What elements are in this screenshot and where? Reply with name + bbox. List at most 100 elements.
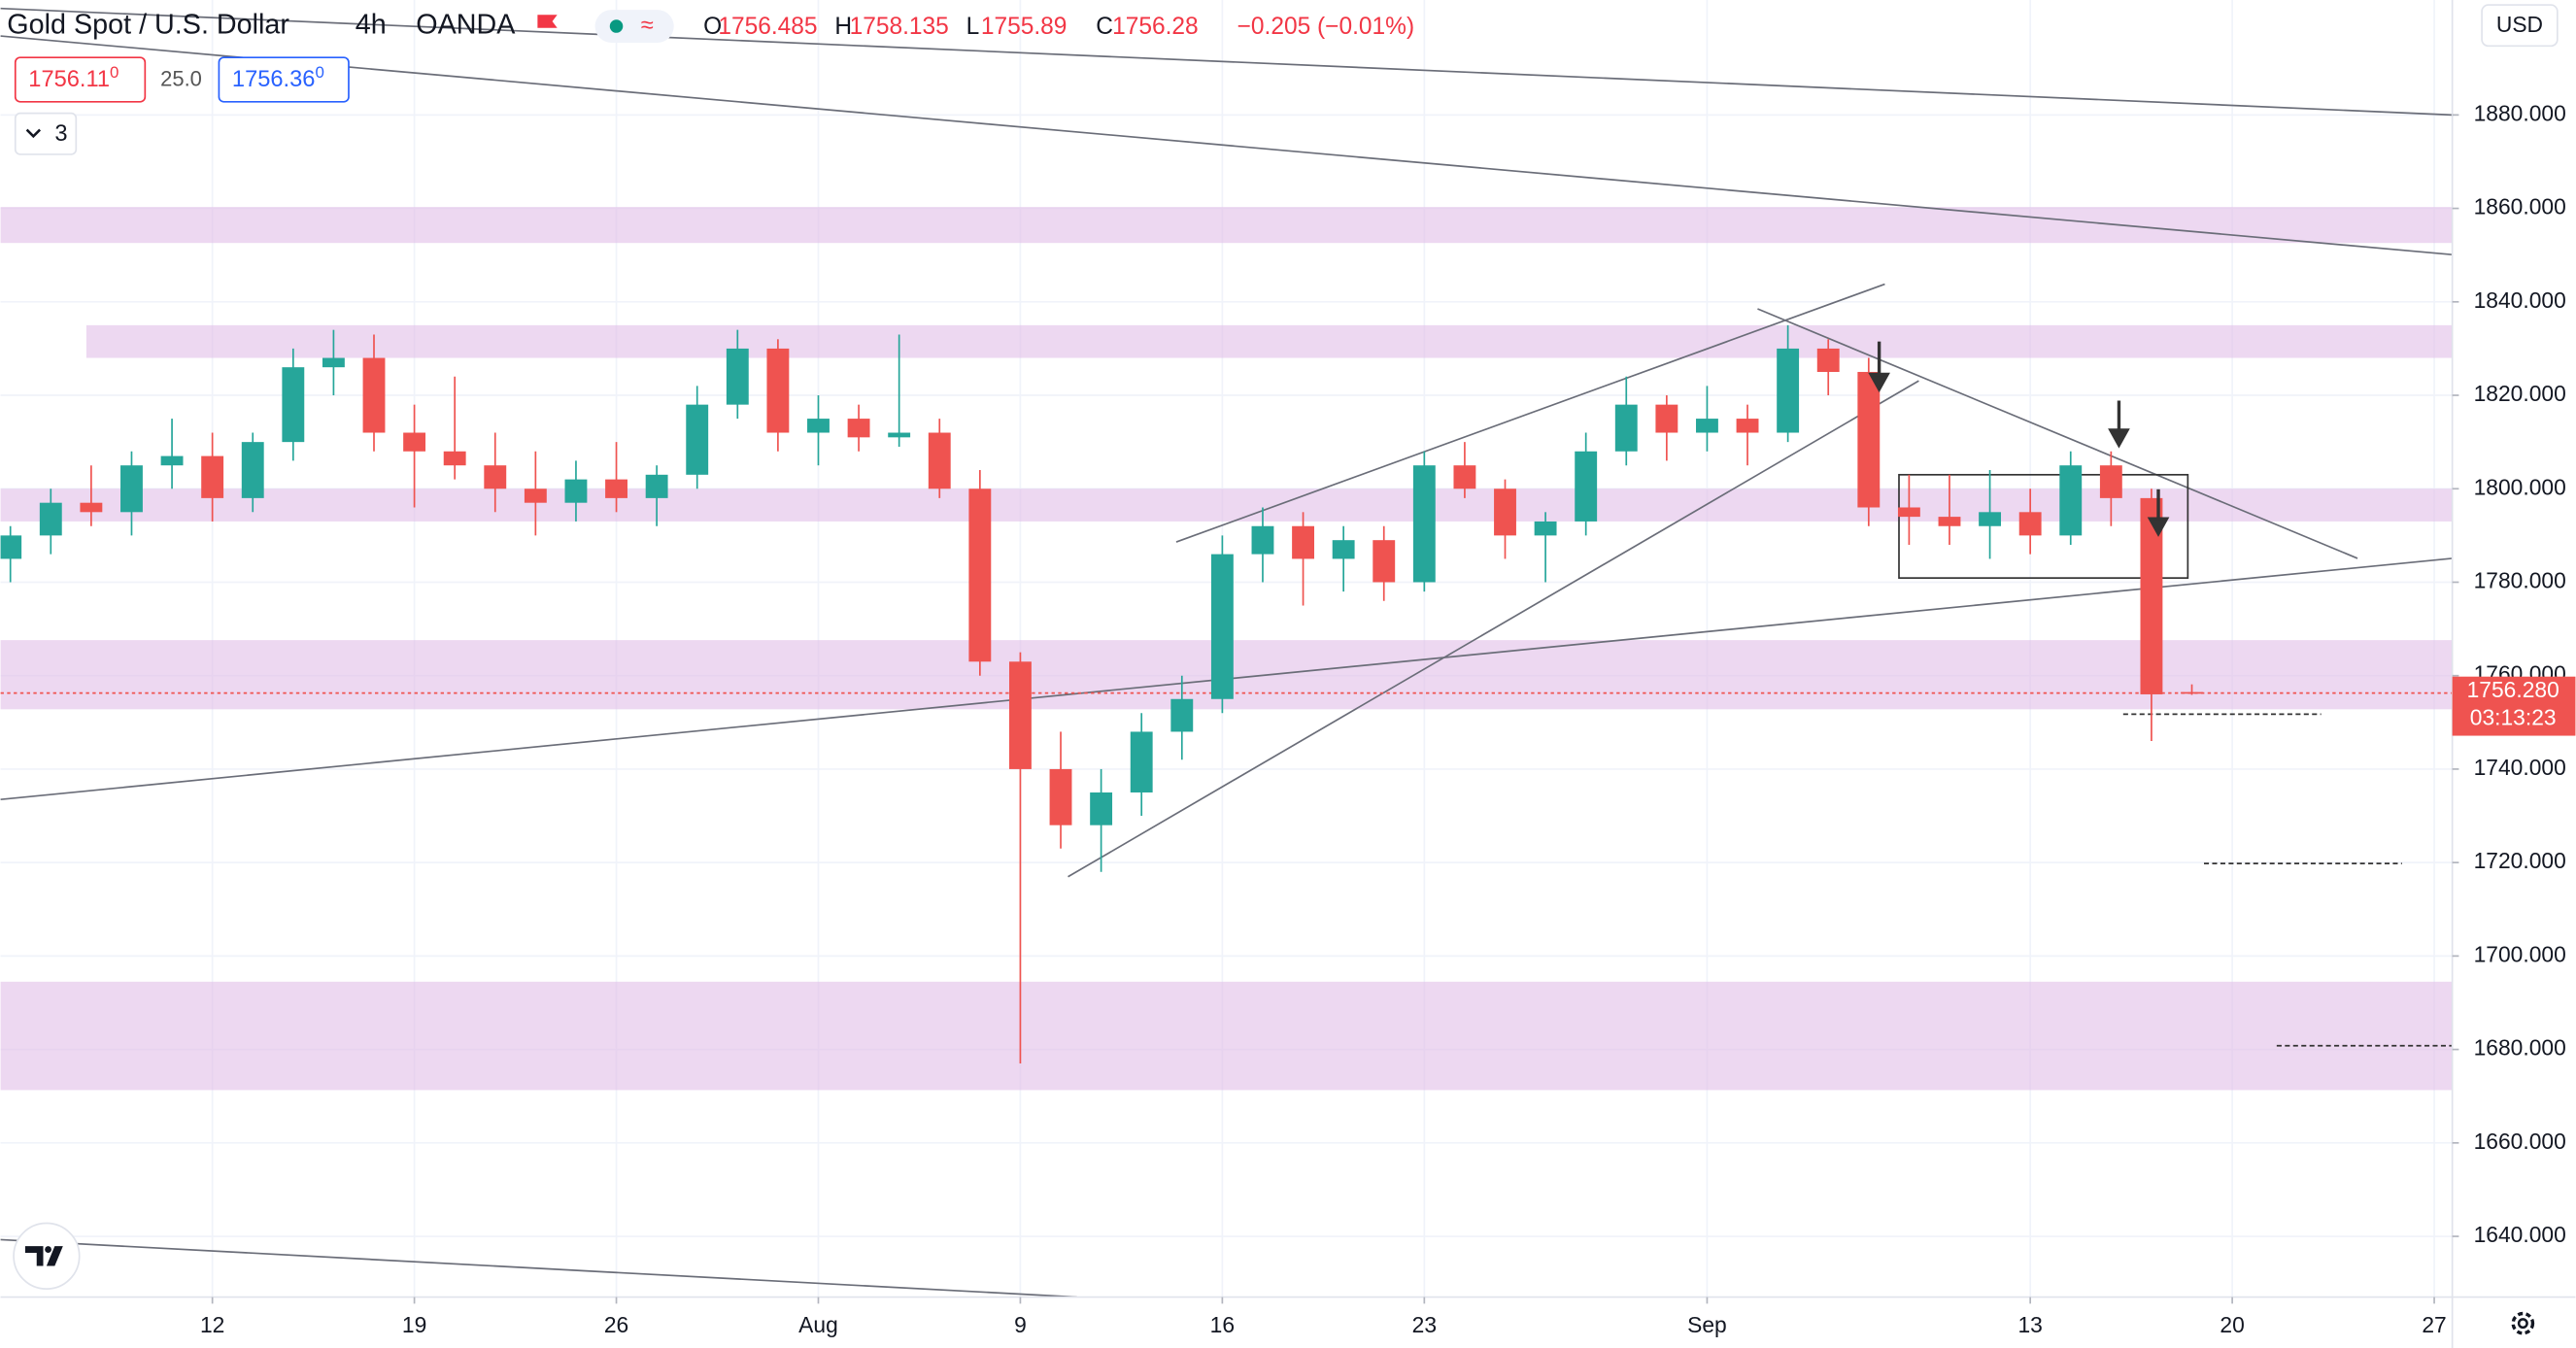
arrow-head — [2108, 428, 2130, 449]
y-tick-label: 1700.000 — [2474, 941, 2566, 966]
y-tick-label: 1780.000 — [2474, 568, 2566, 593]
candle-body — [322, 357, 345, 368]
candle-body — [2018, 512, 2042, 536]
y-tick-label: 1720.000 — [2474, 848, 2566, 873]
arrows — [1868, 341, 2170, 537]
candle-body — [1736, 419, 1759, 433]
candle-body — [1816, 348, 1840, 372]
y-tick-label: 1640.000 — [2474, 1222, 2566, 1247]
sell-box[interactable] — [14, 56, 147, 103]
candle-body — [1979, 512, 2002, 526]
countdown: 03:13:23 — [2470, 705, 2557, 730]
candle-body — [0, 535, 22, 559]
ohlc-value: 1755.89 — [981, 14, 1068, 40]
trend-line — [0, 1238, 1077, 1297]
candle-body — [605, 479, 627, 498]
ask-pip: 0 — [315, 64, 323, 83]
y-tick-label: 1880.000 — [2474, 100, 2566, 125]
bid-pip: 0 — [110, 64, 119, 83]
candle-body — [1049, 768, 1072, 826]
candle-body — [1210, 554, 1234, 699]
candle-body — [120, 465, 143, 513]
trend-line — [0, 7, 2453, 117]
ask: 1756.360 — [232, 64, 324, 93]
interval: 4h — [356, 10, 387, 41]
ohlc-letter: O — [703, 14, 722, 40]
candle-body — [928, 432, 951, 489]
arrow-head — [1868, 372, 1890, 393]
settings-icon[interactable] — [2511, 1311, 2535, 1335]
x-tick-label: 26 — [604, 1312, 628, 1337]
price-label-box — [2452, 676, 2576, 736]
symbol-title: Gold Spot / U.S. Dollar — [7, 10, 289, 41]
y-tick-label: 1860.000 — [2474, 194, 2566, 219]
candle-body — [766, 348, 790, 433]
arrow-head — [2147, 517, 2170, 537]
x-tick-label: 19 — [402, 1312, 426, 1337]
candle-body — [1373, 540, 1396, 583]
axes: 12 19 26 Aug 9 16 23 Sep 13 20 27 1640.000 1660.000 1… — [200, 100, 2576, 1337]
tv-logo — [13, 1222, 81, 1290]
candle-body — [968, 489, 992, 662]
candle-body — [241, 442, 264, 498]
currency: USD — [2496, 12, 2543, 37]
trend-line — [0, 35, 2453, 256]
candle-body — [726, 348, 749, 405]
x-tick-label: 12 — [200, 1312, 224, 1337]
candle-body — [2140, 497, 2163, 694]
candle-body — [1170, 698, 1194, 732]
x-tick-label: 23 — [1412, 1312, 1437, 1337]
zone — [0, 489, 2453, 522]
y-tick-label: 1840.000 — [2474, 287, 2566, 313]
candle-body — [484, 465, 507, 489]
buy-box[interactable] — [218, 56, 350, 103]
candle-body — [645, 474, 668, 498]
chevron — [25, 128, 42, 139]
candle-body — [80, 502, 103, 513]
x-tick-label: Sep — [1687, 1312, 1727, 1337]
y-tick-label: 1820.000 — [2474, 381, 2566, 406]
x-tick-label: Aug — [798, 1312, 838, 1337]
candle-body — [1614, 404, 1638, 452]
candle-body — [2181, 691, 2203, 694]
bid-price: 1756.11 — [28, 67, 110, 92]
flag-icon — [537, 15, 558, 28]
x-tick-label: 20 — [2220, 1312, 2244, 1337]
x-tick-label: 13 — [2017, 1312, 2042, 1337]
candle-body — [362, 357, 386, 433]
trend-line — [1175, 283, 1885, 543]
status-icon: ≈ — [641, 13, 654, 38]
y-tick-label: 1680.000 — [2474, 1035, 2566, 1061]
x-tick-label: 16 — [1210, 1312, 1235, 1337]
status-pill — [594, 10, 674, 43]
candle-body — [888, 432, 911, 438]
currency-button[interactable] — [2481, 4, 2559, 48]
candle-body — [443, 451, 466, 466]
candle-body — [1494, 489, 1516, 536]
indicators-toggle[interactable] — [14, 112, 78, 155]
candle-body — [1292, 525, 1314, 559]
price-label: 1756.280 — [2467, 677, 2559, 702]
candle-body — [1897, 507, 1920, 518]
candle-body — [564, 479, 588, 503]
y-tick-label: 1740.000 — [2474, 755, 2566, 780]
ohlc-value: 1758.135 — [850, 14, 949, 40]
ohlc-letter: H — [834, 14, 852, 40]
candle-body — [1412, 465, 1436, 583]
candle-body — [2059, 465, 2083, 536]
bid: 1756.110 — [28, 64, 119, 93]
candle-body — [847, 419, 870, 438]
candle-body — [39, 502, 62, 536]
candle-body — [1090, 792, 1113, 826]
candle-body — [2099, 465, 2122, 498]
candle-body — [403, 432, 426, 452]
candle-body — [1453, 465, 1476, 489]
x-tick-label: 9 — [1014, 1312, 1027, 1337]
candle-body — [1251, 525, 1274, 555]
ohlc-letter: C — [1096, 14, 1113, 40]
x-tick-label: 27 — [2422, 1312, 2446, 1337]
change: −0.205 (−0.01%) — [1237, 14, 1415, 40]
candle-body — [1938, 517, 1961, 526]
